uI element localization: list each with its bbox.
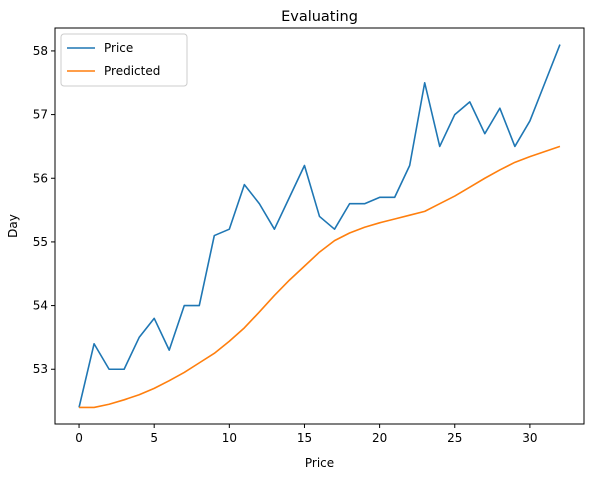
- x-tick-label: 30: [522, 431, 537, 445]
- x-axis: 0 5 10 15 20 25 30: [75, 424, 538, 445]
- axes-frame: [54, 27, 585, 425]
- legend: Price Predicted: [60, 33, 188, 87]
- y-tick-label: 55: [33, 235, 48, 249]
- chart-title: Evaluating: [281, 9, 358, 25]
- series-line-0: [78, 44, 561, 408]
- y-axis-label: Day: [6, 214, 20, 238]
- series-line-1: [79, 145, 561, 409]
- y-axis: 53 54 55 56 57 58: [33, 44, 55, 376]
- legend-label: Price: [104, 41, 133, 55]
- legend-label: Predicted: [104, 64, 160, 78]
- legend-box: [60, 33, 188, 87]
- y-tick-label: 57: [33, 108, 48, 122]
- x-tick-label: 15: [297, 431, 312, 445]
- x-tick-label: 20: [372, 431, 387, 445]
- y-tick-label: 58: [33, 44, 48, 58]
- x-tick-label: 25: [447, 431, 462, 445]
- y-tick-label: 54: [33, 299, 48, 313]
- x-tick-label: 5: [150, 431, 158, 445]
- x-axis-label: Price: [305, 456, 334, 470]
- x-tick-label: 10: [222, 431, 237, 445]
- x-tick-label: 0: [75, 431, 83, 445]
- y-tick-label: 56: [33, 171, 48, 185]
- plot-area: [78, 44, 561, 409]
- y-tick-label: 53: [33, 362, 48, 376]
